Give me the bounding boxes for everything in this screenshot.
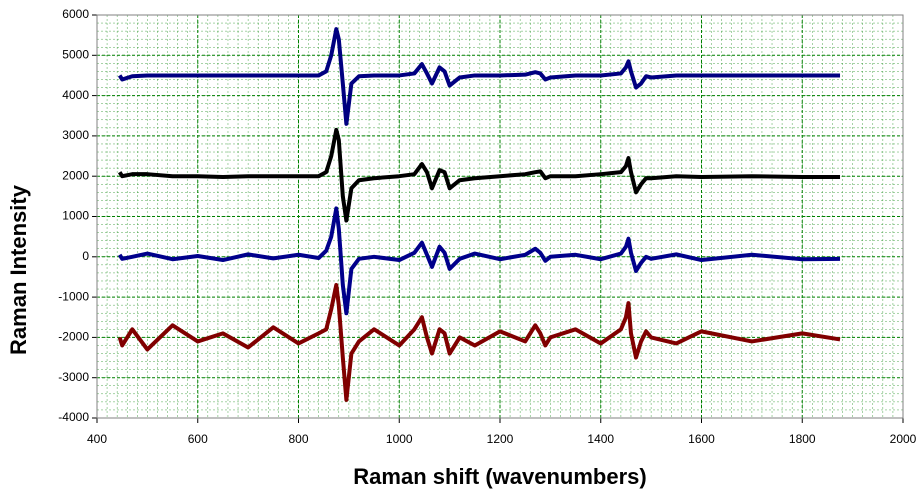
x-tick-label: 400	[87, 432, 107, 446]
y-tick-label: -2000	[58, 330, 89, 344]
y-tick-label: 5000	[62, 47, 89, 61]
series-line	[117, 283, 841, 402]
x-tick-label: 1600	[688, 432, 715, 446]
x-tick-label: 1000	[386, 432, 413, 446]
y-tick-label: 2000	[62, 168, 89, 182]
y-tick-label: -4000	[58, 410, 89, 424]
x-tick-label: 600	[188, 432, 208, 446]
series-line	[117, 27, 841, 126]
x-tick-label: 2000	[890, 432, 917, 446]
y-tick-label: -3000	[58, 370, 89, 384]
x-tick-label: 1400	[587, 432, 614, 446]
y-tick-label: 3000	[62, 128, 89, 142]
x-tick-label: 800	[288, 432, 308, 446]
x-tick-label: 1800	[789, 432, 816, 446]
series-line	[117, 206, 841, 316]
y-axis-title: Raman Intensity	[6, 184, 31, 355]
y-tick-label: -1000	[58, 289, 89, 303]
x-tick-label: 1200	[487, 432, 514, 446]
y-tick-label: 0	[82, 249, 89, 263]
x-axis-title: Raman shift (wavenumbers)	[353, 464, 646, 489]
y-tick-label: 6000	[62, 7, 89, 21]
y-tick-label: 4000	[62, 88, 89, 102]
series-line	[117, 127, 841, 223]
plot-border	[96, 14, 904, 419]
y-tick-label: 1000	[62, 209, 89, 223]
